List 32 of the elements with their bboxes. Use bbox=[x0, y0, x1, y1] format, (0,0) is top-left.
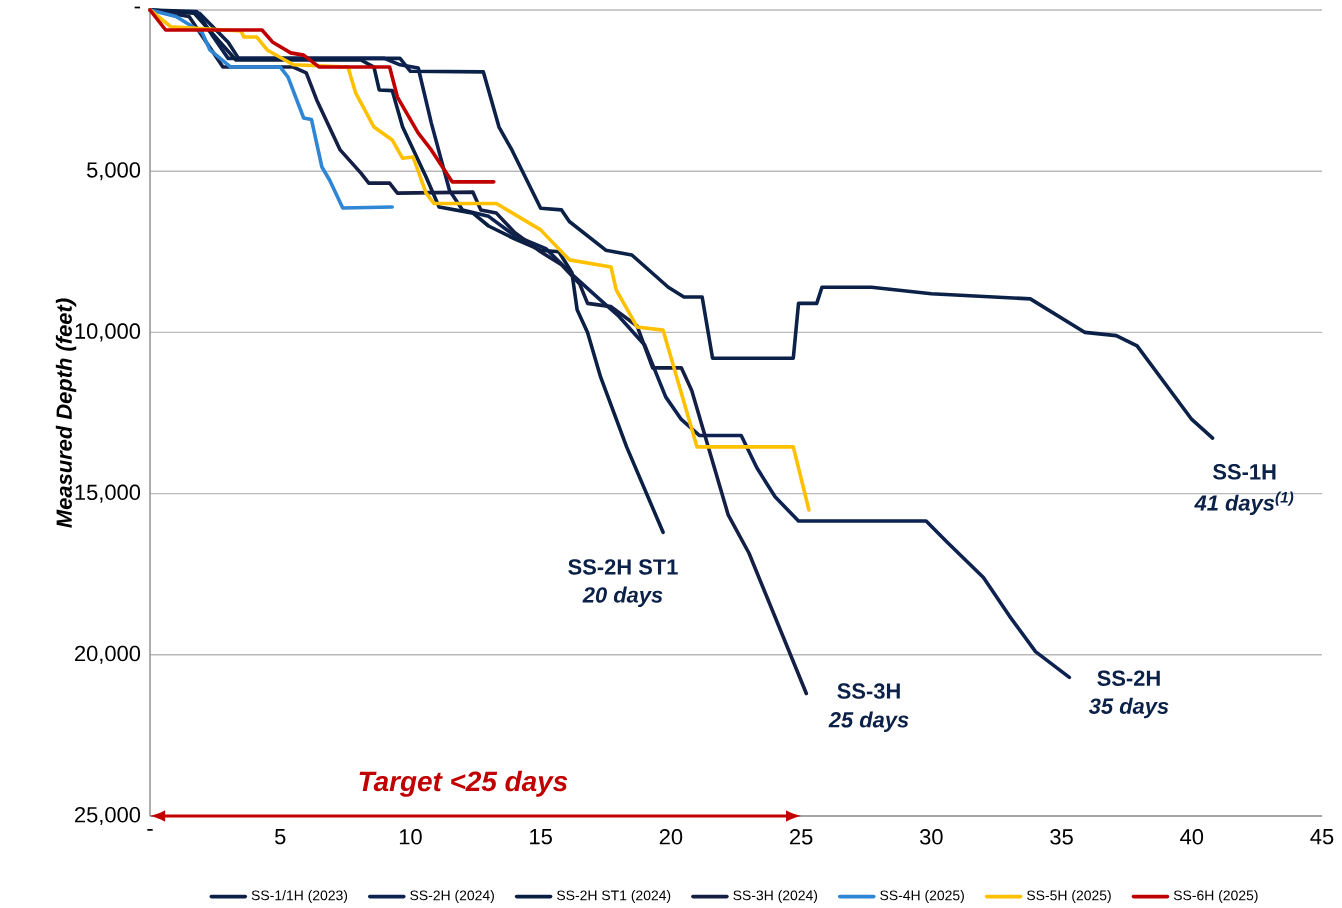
annotation: SS-1H bbox=[1213, 464, 1276, 480]
legend-label: SS-1/1H (2023) bbox=[251, 890, 348, 904]
annotation: SS-3H bbox=[837, 683, 900, 699]
x-tick-label: 45 bbox=[1310, 829, 1334, 845]
annotation: SS-2H ST1 bbox=[568, 559, 678, 575]
legend-label: SS-6H (2025) bbox=[1173, 890, 1258, 904]
legend-label: SS-5H (2025) bbox=[1027, 890, 1111, 904]
y-tick-label: - bbox=[134, 6, 140, 9]
y-tick-label: 25,000 bbox=[75, 806, 141, 826]
x-tick-label: 30 bbox=[920, 829, 943, 845]
y-tick-label: 5,000 bbox=[86, 162, 141, 181]
y-tick-label: 15,000 bbox=[75, 484, 141, 503]
annotation: 20 days bbox=[582, 586, 663, 607]
x-tick-label: 15 bbox=[530, 829, 552, 845]
annotation: 41 days$^{(1)}$ bbox=[1194, 491, 1294, 516]
x-tick-label: 5 bbox=[275, 829, 286, 845]
x-tick-label: 35 bbox=[1050, 829, 1073, 845]
legend-label: SS-2H ST1 (2024) bbox=[557, 890, 671, 904]
x-tick-label: 40 bbox=[1180, 829, 1204, 845]
x-tick-label: 10 bbox=[399, 829, 422, 845]
annotation: 35 days bbox=[1088, 697, 1169, 719]
x-tick-label: 20 bbox=[659, 829, 683, 845]
y-tick-label: 20,000 bbox=[75, 645, 141, 664]
annotation: SS-2H bbox=[1097, 670, 1160, 686]
annotation: 25 days bbox=[828, 711, 909, 732]
annotation: Target <25 days bbox=[359, 770, 568, 797]
y-tick-label: 10,000 bbox=[75, 323, 141, 342]
legend-label: SS-2H (2024) bbox=[410, 890, 494, 904]
x-tick-label: - bbox=[147, 829, 153, 831]
legend-label: SS-4H (2025) bbox=[880, 890, 964, 904]
x-tick-label: 25 bbox=[790, 829, 813, 845]
legend-label: SS-3H (2024) bbox=[733, 890, 818, 904]
